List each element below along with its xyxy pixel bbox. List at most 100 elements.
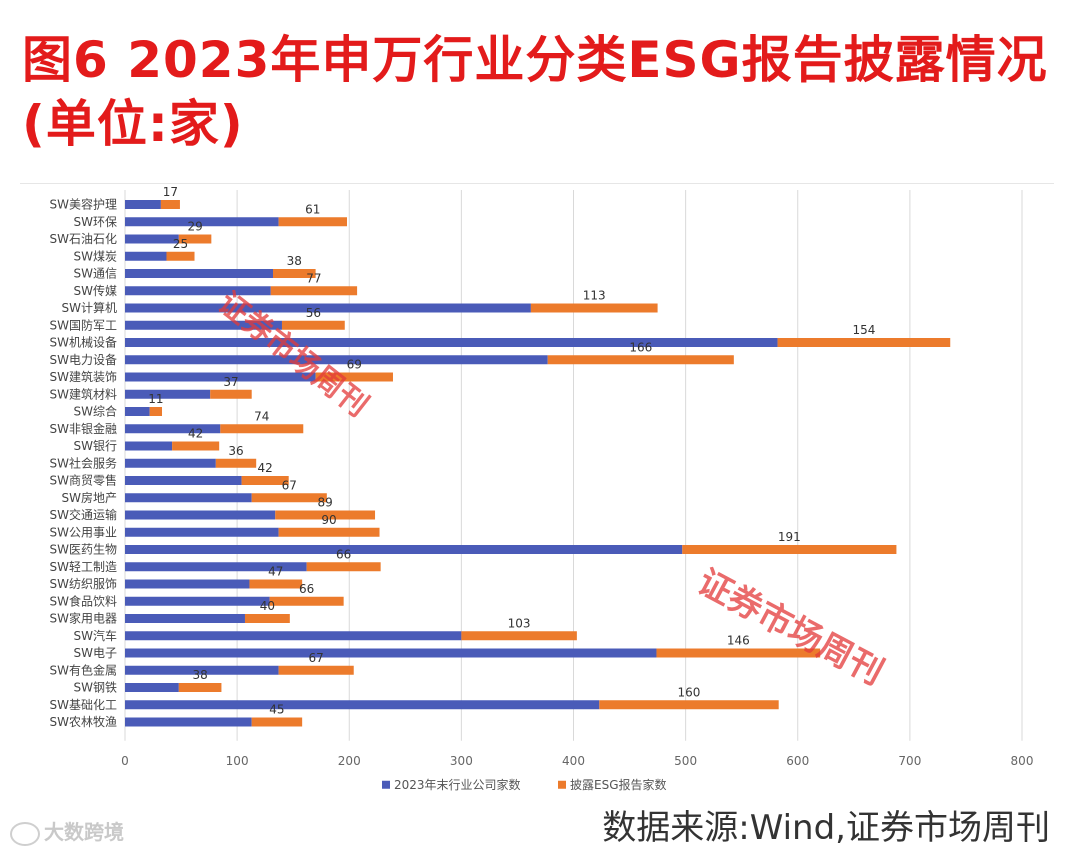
bar-company-count bbox=[125, 389, 211, 399]
bar-company-count bbox=[125, 579, 250, 589]
category-label: SW电子 bbox=[74, 646, 117, 660]
category-label: SW医药生物 bbox=[50, 543, 117, 557]
bar-company-count bbox=[125, 458, 216, 468]
category-label: SW计算机 bbox=[62, 300, 117, 315]
esg-bar-chart: 0 100 200 300 400 500 600 700 800 SW美容护理 17 SW环保 61 S… bbox=[50, 185, 1034, 792]
bar-esg-report-count bbox=[278, 217, 348, 227]
category-label: SW石油石化 bbox=[50, 232, 117, 246]
bar-esg-report-count bbox=[275, 510, 376, 520]
category-label: SW建筑装饰 bbox=[50, 369, 117, 384]
bar-company-count bbox=[125, 493, 252, 503]
bar-esg-report-count bbox=[166, 251, 195, 261]
bar-esg-report-count bbox=[682, 545, 897, 554]
data-label: 37 bbox=[223, 375, 238, 389]
bar-esg-report-count bbox=[547, 355, 734, 365]
bar-esg-report-count bbox=[220, 424, 304, 434]
x-tick-label: 0 bbox=[121, 754, 129, 768]
bar-company-count bbox=[125, 286, 271, 296]
data-label: 47 bbox=[268, 565, 283, 579]
data-label: 42 bbox=[188, 427, 203, 441]
data-label: 42 bbox=[258, 461, 273, 475]
category-label: SW机械设备 bbox=[50, 335, 117, 350]
brand-name: 大数跨境 bbox=[44, 820, 124, 844]
data-label: 89 bbox=[318, 496, 333, 510]
legend-swatch bbox=[558, 780, 566, 789]
bar-company-count bbox=[125, 269, 274, 278]
chart-frame: 0 100 200 300 400 500 600 700 800 SW美容护理 17 SW环保 61 S… bbox=[20, 183, 1054, 796]
data-label: 17 bbox=[163, 185, 178, 199]
bar-company-count bbox=[125, 407, 150, 416]
category-label: SW商贸零售 bbox=[50, 473, 117, 488]
bar-company-count bbox=[125, 665, 279, 675]
bar-esg-report-count bbox=[178, 683, 222, 692]
legend-swatch bbox=[382, 780, 390, 789]
data-label: 90 bbox=[321, 513, 336, 527]
bar-company-count bbox=[125, 614, 245, 623]
data-label: 146 bbox=[727, 634, 750, 648]
bar-company-count bbox=[125, 424, 221, 434]
bar-esg-report-count bbox=[251, 717, 303, 727]
bar-esg-report-count bbox=[306, 562, 381, 572]
category-label: SW传媒 bbox=[74, 283, 117, 298]
data-label: 67 bbox=[309, 651, 324, 665]
bar-company-count bbox=[125, 648, 657, 658]
category-label: SW电力设备 bbox=[50, 353, 117, 367]
bar-esg-report-count bbox=[315, 372, 393, 382]
bar-esg-report-count bbox=[461, 631, 577, 641]
bar-esg-report-count bbox=[244, 614, 290, 623]
category-label: SW国防军工 bbox=[50, 317, 117, 332]
x-tick-label: 100 bbox=[226, 754, 249, 768]
bar-esg-report-count bbox=[251, 493, 327, 503]
data-label: 38 bbox=[287, 254, 302, 268]
bar-esg-report-count bbox=[172, 441, 220, 451]
x-tick-label: 500 bbox=[674, 754, 697, 768]
data-label: 45 bbox=[269, 703, 284, 717]
data-label: 40 bbox=[260, 599, 275, 613]
bar-company-count bbox=[125, 320, 282, 330]
category-label: SW环保 bbox=[74, 215, 117, 229]
bar-company-count bbox=[125, 631, 462, 641]
bar-company-count bbox=[125, 251, 167, 261]
bar-esg-report-count bbox=[278, 665, 354, 675]
brand-watermark: 大数跨境 bbox=[10, 816, 124, 846]
bar-esg-report-count bbox=[269, 596, 344, 606]
data-label: 77 bbox=[306, 271, 321, 285]
data-label: 56 bbox=[306, 306, 321, 320]
bar-esg-report-count bbox=[281, 320, 345, 330]
bar-company-count bbox=[125, 355, 548, 365]
bar-company-count bbox=[125, 476, 242, 485]
x-tick-label: 800 bbox=[1011, 754, 1034, 768]
data-label: 103 bbox=[508, 616, 531, 630]
data-label: 29 bbox=[187, 220, 202, 234]
bar-esg-report-count bbox=[210, 389, 252, 399]
category-label: SW社会服务 bbox=[50, 455, 117, 470]
source-note: 数据来源:Wind,证券市场周刊 bbox=[602, 808, 1050, 848]
bar-esg-report-count bbox=[530, 303, 658, 313]
bar-company-count bbox=[125, 545, 683, 554]
x-tick-label: 700 bbox=[898, 754, 921, 768]
bar-company-count bbox=[125, 562, 307, 572]
category-label: SW综合 bbox=[74, 404, 117, 419]
category-label: SW农林牧渔 bbox=[50, 715, 117, 729]
bar-esg-report-count bbox=[178, 234, 212, 244]
category-label: SW有色金属 bbox=[50, 662, 117, 677]
data-label: 11 bbox=[148, 392, 163, 406]
bar-company-count bbox=[125, 527, 279, 537]
brand-logo-icon bbox=[10, 821, 40, 846]
category-label: SW食品饮料 bbox=[50, 593, 117, 608]
category-label: SW房地产 bbox=[62, 490, 117, 505]
x-tick-label: 200 bbox=[338, 754, 361, 768]
category-label: SW纺织服饰 bbox=[50, 577, 117, 591]
bar-esg-report-count bbox=[149, 407, 163, 416]
data-label: 38 bbox=[192, 668, 207, 682]
x-tick-label: 300 bbox=[450, 754, 473, 768]
data-label: 160 bbox=[678, 685, 701, 699]
bar-esg-report-count bbox=[249, 579, 303, 589]
category-label: SW汽车 bbox=[74, 628, 117, 643]
x-tick-label: 400 bbox=[562, 754, 585, 768]
data-label: 36 bbox=[228, 444, 243, 458]
bar-esg-report-count bbox=[241, 476, 289, 485]
data-label: 69 bbox=[347, 358, 362, 372]
data-label: 113 bbox=[583, 289, 606, 303]
bar-esg-report-count bbox=[160, 200, 180, 209]
